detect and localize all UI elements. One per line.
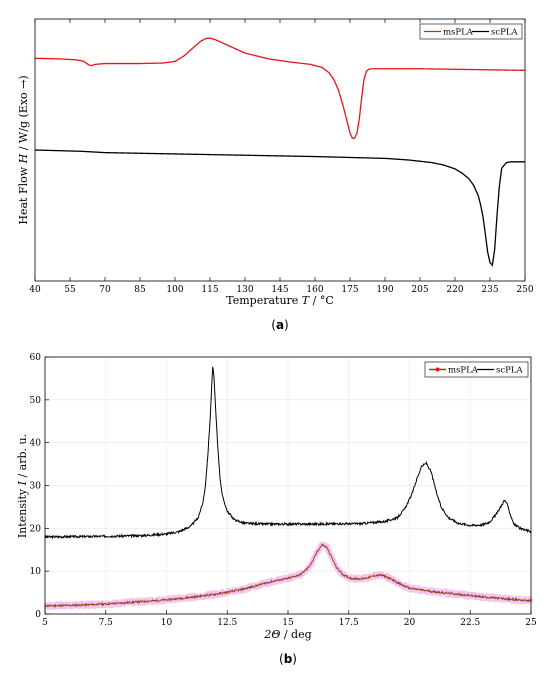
panel-b-legend-mspla-marker bbox=[435, 367, 440, 372]
panel-a-legend-scpla-label: scPLA bbox=[491, 28, 518, 38]
panel-b: 5 7.5 10 12.5 15 17.5 20 22.5 25 0 10 20 30 40 50 60 2Θ… bbox=[16, 353, 537, 666]
panel-b-x-tick-label: 7.5 bbox=[99, 618, 114, 628]
panel-b-y-tick-label: 50 bbox=[30, 396, 42, 406]
panel-b-x-tick-label: 5 bbox=[42, 618, 48, 628]
panel-a-y-axis-label: Heat Flow H / W/g (Exo →) bbox=[17, 75, 30, 224]
panel-b-y-tick-label: 30 bbox=[30, 482, 42, 492]
panel-a-x-tick-label: 220 bbox=[446, 285, 463, 295]
panel-a-x-tick-label: 250 bbox=[516, 285, 533, 295]
panel-a-x-tick-label: 235 bbox=[481, 285, 498, 295]
panel-b-y-tick-label: 0 bbox=[35, 610, 41, 620]
panel-a-x-tick-label: 55 bbox=[64, 285, 76, 295]
panel-a-series-scpla bbox=[34, 149, 525, 267]
panel-a-x-tick-label: 85 bbox=[134, 285, 146, 295]
panel-a-x-tick-label: 130 bbox=[236, 285, 253, 295]
panel-b-x-tick-label: 25 bbox=[525, 618, 537, 628]
panel-a-x-tick-label: 145 bbox=[271, 285, 288, 295]
panel-b-y-tick-label: 20 bbox=[30, 524, 42, 534]
panel-a-x-tick-label: 40 bbox=[29, 285, 41, 295]
panel-b-ticks: 5 7.5 10 12.5 15 17.5 20 22.5 25 0 10 20 30 40 50 60 bbox=[30, 353, 537, 628]
panel-b-x-tick-label: 17.5 bbox=[339, 618, 359, 628]
panel-b-x-tick-label: 20 bbox=[404, 618, 416, 628]
panel-b-legend-box bbox=[424, 361, 529, 378]
panel-b-label: (b) bbox=[279, 652, 297, 666]
panel-a-x-tick-label: 160 bbox=[306, 285, 323, 295]
panel-b-y-tick-label: 40 bbox=[30, 439, 42, 449]
panel-b-y-axis-label: Intensity I / arb. u. bbox=[16, 434, 29, 538]
panel-a-label: (a) bbox=[271, 318, 288, 332]
panel-a-x-tick-label: 175 bbox=[341, 285, 358, 295]
panel-a-x-tick-label: 190 bbox=[376, 285, 393, 295]
panel-a-x-tick-label: 115 bbox=[201, 285, 218, 295]
panel-b-y-tick-label: 10 bbox=[30, 567, 42, 577]
panel-a-legend-mspla-label: msPLA bbox=[443, 28, 474, 38]
panel-b-series bbox=[42, 366, 534, 610]
panel-a-x-axis-label: Temperature T / °C bbox=[226, 294, 334, 307]
panel-a-legend-box bbox=[419, 23, 523, 40]
panel-a: 40 55 70 85 100 115 130 145 160 175 190 205 220 235 25… bbox=[17, 18, 534, 332]
panel-a-x-ticks: 40 55 70 85 100 115 130 145 160 175 190 205 220 235 25… bbox=[29, 19, 534, 295]
panel-a-x-tick-label: 70 bbox=[99, 285, 111, 295]
panel-b-x-axis-label: 2Θ / deg bbox=[263, 628, 311, 641]
panel-b-x-tick-label: 15 bbox=[282, 618, 294, 628]
panel-b-series-mspla bbox=[44, 543, 532, 608]
panel-b-x-tick-label: 22.5 bbox=[460, 618, 480, 628]
panel-a-x-tick-label: 100 bbox=[166, 285, 183, 295]
panel-a-series bbox=[34, 37, 526, 267]
panel-a-plot-frame bbox=[34, 18, 526, 282]
panel-b-y-tick-label: 60 bbox=[30, 353, 42, 363]
panel-a-legend: msPLA scPLA bbox=[419, 23, 523, 40]
panel-a-series-mspla bbox=[34, 37, 526, 139]
panel-b-legend: msPLA scPLA bbox=[424, 361, 529, 378]
panel-b-x-tick-label: 10 bbox=[161, 618, 173, 628]
panel-b-x-tick-label: 12.5 bbox=[217, 618, 237, 628]
panel-b-legend-mspla-label: msPLA bbox=[448, 366, 479, 376]
panel-a-x-tick-label: 205 bbox=[411, 285, 428, 295]
panel-b-series-scpla bbox=[44, 366, 532, 540]
panel-b-legend-scpla-label: scPLA bbox=[496, 366, 523, 376]
